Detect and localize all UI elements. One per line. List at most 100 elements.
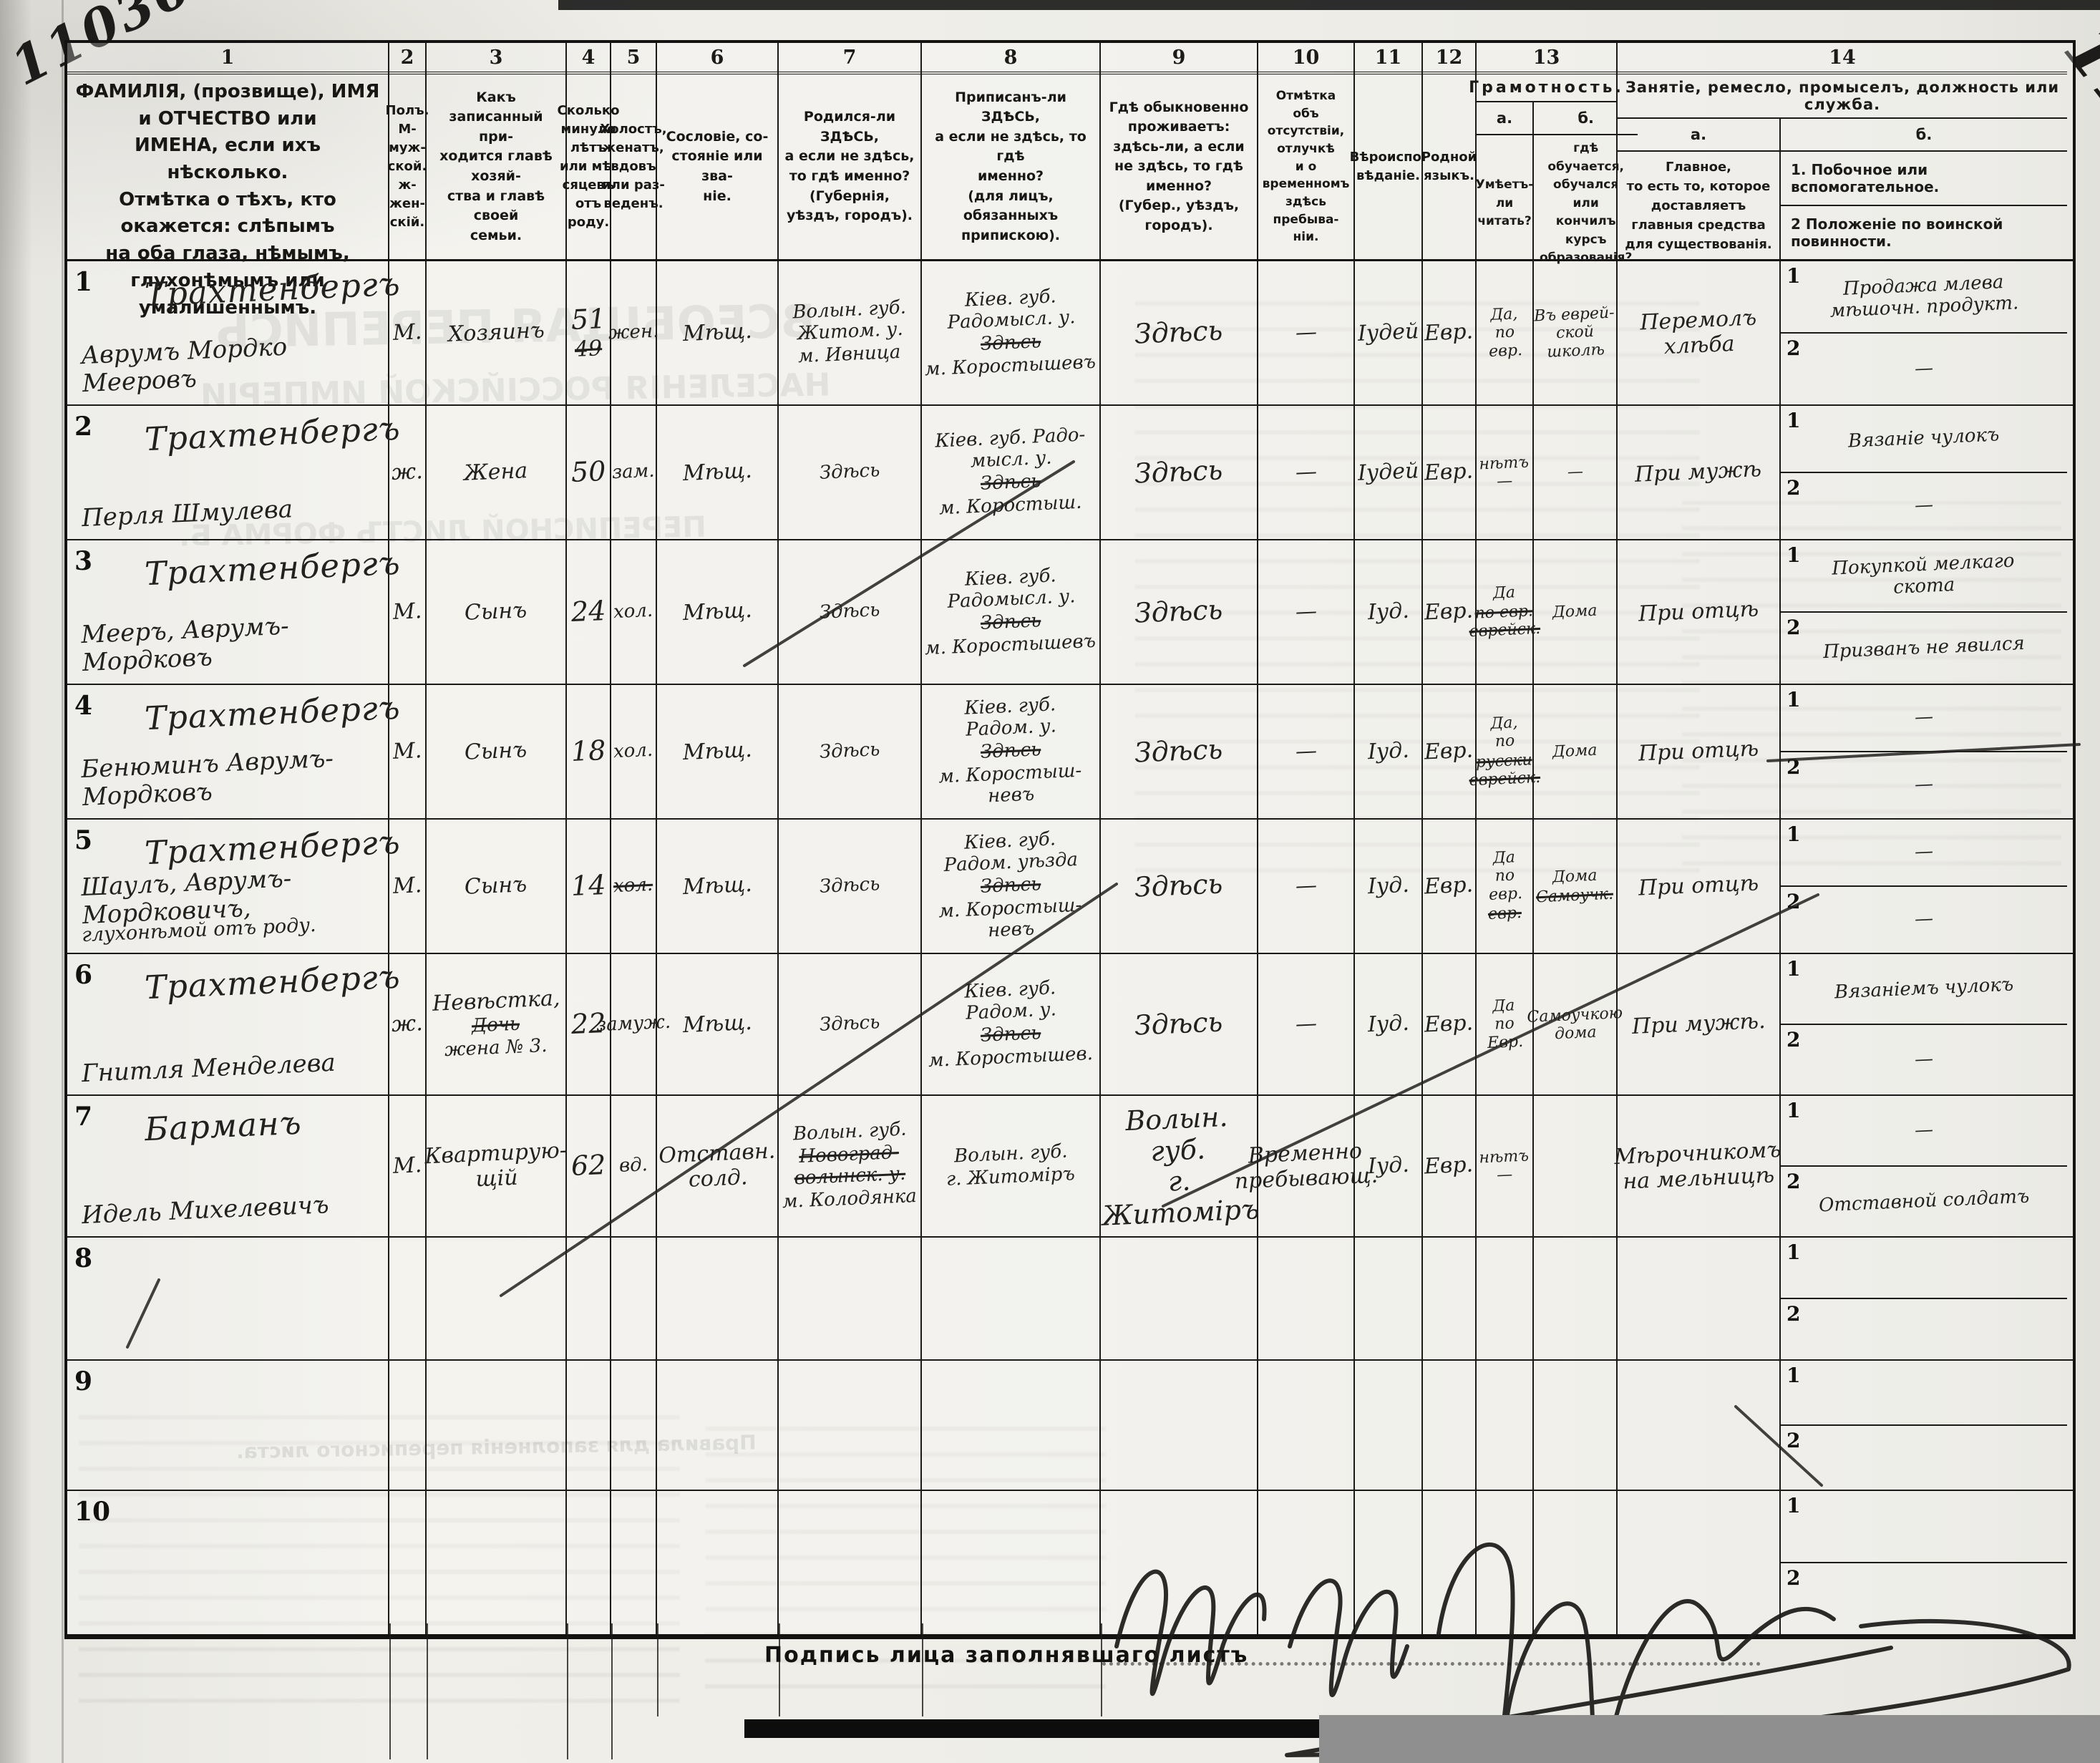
sub-label-2: 2 bbox=[1787, 890, 1801, 913]
cell-literacy-school bbox=[1534, 1096, 1618, 1236]
col-number: 1 bbox=[67, 43, 388, 74]
military-status-box: 2 Призванъ не явился bbox=[1781, 611, 2067, 684]
cell-residence: Здѣсь bbox=[1101, 685, 1258, 818]
col-number: 2 bbox=[389, 43, 425, 74]
side-occupation-box: 1 — bbox=[1787, 1099, 1934, 1142]
col-number: 11 bbox=[1355, 43, 1421, 74]
cell-registration bbox=[922, 1491, 1101, 1634]
cell-literacy-school: — bbox=[1534, 406, 1618, 539]
cell-residence: Здѣсь bbox=[1101, 820, 1258, 953]
cell-religion: Іуд. bbox=[1355, 820, 1423, 953]
cell-residence bbox=[1101, 1361, 1258, 1490]
cell-occupation-main: Мѣрочникомъ на мельницѣ bbox=[1614, 1096, 1781, 1236]
header-col-7: 7 Родился-ли ЗДѢСЬ, а если не здѣсь, то … bbox=[779, 43, 922, 259]
col-title: Приписанъ-ли ЗДѢСЬ, а если не здѣсь, то … bbox=[935, 89, 1087, 243]
cell-sex: М. bbox=[389, 540, 427, 684]
sub-label-2: 2 bbox=[1787, 616, 1801, 639]
col-number: 12 bbox=[1423, 43, 1475, 74]
col-title: Вѣроиспо- вѣданіе. bbox=[1349, 149, 1427, 183]
row-number: 4 bbox=[74, 691, 93, 721]
cell-residence: Здѣсь bbox=[1101, 406, 1258, 539]
cell-absence-note: — bbox=[1258, 820, 1355, 953]
surname-handwriting: Трахтенбергъ bbox=[143, 543, 402, 593]
side-occupation-box: 1 — bbox=[1787, 688, 1934, 729]
given-name-handwriting: Идель Михелевичъ bbox=[81, 1190, 330, 1230]
cell-residence bbox=[1101, 1491, 1258, 1634]
cell-occupation-main: При отцѣ bbox=[1618, 820, 1781, 953]
cell-literacy-read: нѣтъ — bbox=[1477, 1096, 1534, 1236]
sub-label-1: 1 bbox=[1787, 264, 1801, 288]
row-number: 2 bbox=[74, 412, 93, 442]
sub-label-1: 1 bbox=[1787, 543, 1801, 567]
sub-label-2: 2 bbox=[1787, 1170, 1801, 1193]
military-status-box: 2 — bbox=[1781, 751, 2067, 818]
cell-age: 51 49 bbox=[567, 261, 611, 404]
cell-language: Евр. bbox=[1423, 261, 1477, 404]
cell-sex bbox=[389, 1238, 427, 1359]
group-title: Грамотность. bbox=[1469, 74, 1621, 102]
cell-birthplace: Здѣсь bbox=[779, 685, 922, 818]
header-col-5: 5 Холостъ, женатъ, вдовъ или раз- веденъ… bbox=[600, 43, 667, 259]
cell-religion: Іуд. bbox=[1355, 685, 1423, 818]
header-col-9: 9 Гдѣ обыкновенно проживаетъ: здѣсь-ли, … bbox=[1101, 43, 1258, 259]
cell-sex bbox=[389, 1491, 427, 1634]
cell-religion: Іуд. bbox=[1355, 540, 1423, 684]
cell-language: Евр. bbox=[1423, 540, 1477, 684]
header-col-2: 2 Полъ. М-муж- ской. ж-жен- скій. bbox=[386, 43, 429, 259]
column-line-stub bbox=[567, 1623, 568, 1759]
cell-estate bbox=[657, 1491, 779, 1634]
cell-registration bbox=[922, 1238, 1101, 1359]
group-title: Занятіе, ремесло, промыселъ, должность и… bbox=[1618, 74, 2067, 119]
given-name-handwriting: Перля Шмулева bbox=[81, 495, 293, 533]
cell-absence-note bbox=[1258, 1238, 1355, 1359]
cell-language bbox=[1423, 1238, 1477, 1359]
column-line-stub bbox=[1101, 1623, 1102, 1716]
cell-birthplace: Волын. губ. Житом. у. м. Ивница bbox=[779, 261, 922, 404]
row-number: 7 bbox=[74, 1102, 93, 1132]
sub-label-1: 1 bbox=[1787, 957, 1801, 981]
col-title: Сословіе, со- стояніе или зва- ніе. bbox=[666, 128, 769, 204]
sub-label-2: 2 bbox=[1787, 336, 1801, 360]
col-number: 8 bbox=[922, 43, 1099, 74]
row-number: 9 bbox=[74, 1366, 93, 1397]
subcol-a: а. Умѣетъ- ли читать? bbox=[1476, 102, 1534, 272]
cell-age: 50 bbox=[567, 406, 611, 539]
cell-occupation-main: При мужѣ bbox=[1618, 406, 1781, 539]
cell-marital-status bbox=[611, 1238, 657, 1359]
cell-absence-note: — bbox=[1258, 954, 1355, 1094]
table-header: 1 ФАМИЛІЯ, (прозвище), ИМЯ и ОТЧЕСТВО ил… bbox=[67, 43, 2073, 319]
cell-language bbox=[1423, 1361, 1477, 1490]
side-occupation-box: 1 bbox=[1781, 1361, 2067, 1424]
table-row: 5 Трахтенбергъ Шаулъ, Аврумъ-Мордковичъ,… bbox=[67, 820, 2073, 954]
header-col-4: 4 Сколько минуло лѣтъ или мѣ- сяцевъ отъ… bbox=[558, 43, 619, 259]
cell-marital-status: замуж. bbox=[596, 954, 671, 1094]
col-title: Отмѣтка объ отсутствіи, отлучкѣ и о врем… bbox=[1262, 89, 1350, 245]
cell-marital-status: жен. bbox=[608, 261, 659, 404]
column-line-stub bbox=[657, 1623, 658, 1716]
given-name-handwriting: Мееръ, Аврумъ-Мордковъ bbox=[80, 611, 290, 678]
header-col-6: 6 Сословіе, со- стояніе или зва- ніе. bbox=[657, 43, 779, 259]
cell-marital-status bbox=[611, 1491, 657, 1634]
cell-occupation-main bbox=[1618, 1361, 1781, 1490]
subcol-a-title: Главное, то есть то, которое доставляетъ… bbox=[1625, 159, 1772, 252]
cell-occupation-main: При отцѣ bbox=[1618, 685, 1781, 818]
cell-marital-status: зам. bbox=[611, 406, 657, 539]
sub-label-2: 2 bbox=[1787, 1028, 1801, 1052]
cell-language: Евр. bbox=[1423, 685, 1477, 818]
sub-label-1: 1 bbox=[1787, 822, 1801, 846]
cell-name: 6 Трахтенбергъ Гнитля Менделева bbox=[67, 954, 402, 1094]
subcol-b: б. гдѣ обучается, обучался или кончилъ к… bbox=[1534, 102, 1638, 272]
cell-occupation-side: 1 — 2 — bbox=[1781, 820, 2067, 953]
cell-marital-status bbox=[611, 1361, 657, 1490]
cell-absence-note: — bbox=[1258, 261, 1355, 404]
cell-relation: Жена bbox=[427, 406, 567, 539]
cell-sex: ж. bbox=[389, 406, 427, 539]
cell-literacy-school bbox=[1534, 1491, 1618, 1634]
column-line-stub bbox=[427, 1623, 428, 1759]
cell-language: Евр. bbox=[1423, 1096, 1477, 1236]
cell-religion: Іудей bbox=[1355, 406, 1423, 539]
military-status-box: 2 — bbox=[1781, 472, 2067, 539]
cell-sex: М. bbox=[389, 685, 427, 818]
cell-literacy-read bbox=[1477, 1361, 1534, 1490]
cell-relation: Сынъ bbox=[427, 685, 567, 818]
